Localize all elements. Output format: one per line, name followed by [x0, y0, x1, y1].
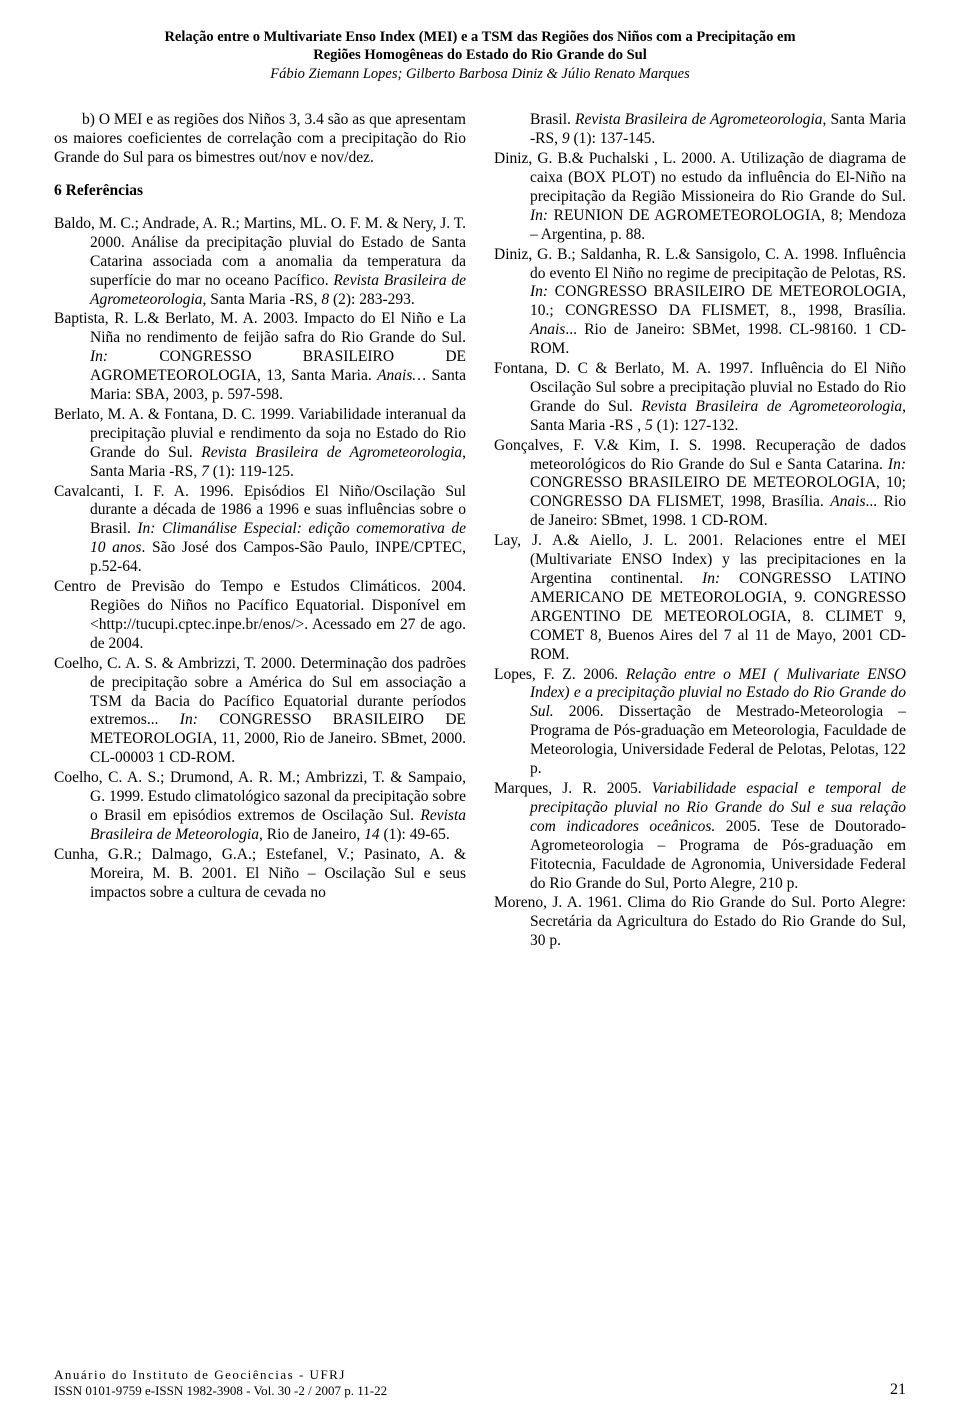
reference-entry: Baldo, M. C.; Andrade, A. R.; Martins, M…	[54, 215, 466, 310]
footer-journal-info: Anuário do Instituto de Geociências - UF…	[54, 1367, 387, 1400]
reference-entry: Cavalcanti, I. F. A. 1996. Episódios El …	[54, 483, 466, 578]
left-column: b) O MEI e as regiões dos Niños 3, 3.4 s…	[54, 111, 466, 952]
page-number: 21	[890, 1381, 906, 1399]
reference-entry: Lopes, F. Z. 2006. Relação entre o MEI (…	[494, 666, 906, 779]
reference-entry: Lay, J. A.& Aiello, J. L. 2001. Relacion…	[494, 532, 906, 664]
reference-entry: Coelho, C. A. S.; Drumond, A. R. M.; Amb…	[54, 769, 466, 845]
reference-entry: Diniz, G. B.& Puchalski , L. 2000. A. Ut…	[494, 150, 906, 245]
reference-entry: Coelho, C. A. S. & Ambrizzi, T. 2000. De…	[54, 655, 466, 768]
page-footer: Anuário do Instituto de Geociências - UF…	[54, 1367, 906, 1400]
reference-entry: Baptista, R. L.& Berlato, M. A. 2003. Im…	[54, 310, 466, 405]
reference-entry: Fontana, D. C & Berlato, M. A. 1997. Inf…	[494, 360, 906, 436]
footer-journal-name: Anuário do Instituto de Geociências - UF…	[54, 1367, 387, 1383]
reference-entry: Gonçalves, F. V.& Kim, I. S. 1998. Recup…	[494, 437, 906, 532]
references-heading: 6 Referências	[54, 182, 466, 201]
right-column: Brasil. Revista Brasileira de Agrometeor…	[494, 111, 906, 952]
reference-entry: Berlato, M. A. & Fontana, D. C. 1999. Va…	[54, 406, 466, 482]
references-list-right: Brasil. Revista Brasileira de Agrometeor…	[494, 111, 906, 951]
title-line-1: Relação entre o Multivariate Enso Index …	[164, 29, 795, 45]
footer-issn-line: ISSN 0101-9759 e-ISSN 1982-3908 - Vol. 3…	[54, 1383, 387, 1399]
references-list-left: Baldo, M. C.; Andrade, A. R.; Martins, M…	[54, 215, 466, 903]
reference-entry: Marques, J. R. 2005. Variabilidade espac…	[494, 780, 906, 893]
reference-entry: Centro de Previsão do Tempo e Estudos Cl…	[54, 578, 466, 654]
title-line-2: Regiões Homogêneas do Estado do Rio Gran…	[313, 47, 647, 63]
reference-entry: Moreno, J. A. 1961. Clima do Rio Grande …	[494, 894, 906, 951]
reference-entry: Diniz, G. B.; Saldanha, R. L.& Sansigolo…	[494, 246, 906, 359]
two-column-body: b) O MEI e as regiões dos Niños 3, 3.4 s…	[54, 111, 906, 952]
reference-entry-continuation: Brasil. Revista Brasileira de Agrometeor…	[494, 111, 906, 149]
paper-title: Relação entre o Multivariate Enso Index …	[54, 28, 906, 64]
intro-paragraph: b) O MEI e as regiões dos Niños 3, 3.4 s…	[54, 111, 466, 168]
paper-authors: Fábio Ziemann Lopes; Gilberto Barbosa Di…	[54, 66, 906, 83]
running-header: Relação entre o Multivariate Enso Index …	[54, 28, 906, 83]
reference-entry: Cunha, G.R.; Dalmago, G.A.; Estefanel, V…	[54, 846, 466, 903]
